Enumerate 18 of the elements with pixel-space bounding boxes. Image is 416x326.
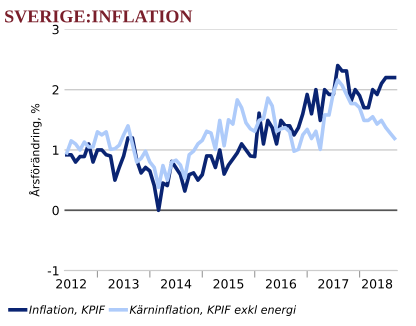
y-axis-title: Årsförändring, % <box>28 104 42 197</box>
chart-title: SVERIGE:INFLATION <box>5 10 192 23</box>
legend-label: Inflation, KPIF <box>29 305 106 315</box>
y-tick-label: -1 <box>48 266 58 276</box>
x-tick-label: 2016 <box>266 279 296 289</box>
y-tick-label: 1 <box>53 146 58 155</box>
y-tick-label: 2 <box>52 85 58 94</box>
line-series <box>65 64 396 212</box>
x-tick-label: 2015 <box>214 279 244 289</box>
x-tick-label: 2018 <box>362 279 392 289</box>
x-tick-label: 2012 <box>56 279 86 289</box>
x-tick-label: 2014 <box>161 279 192 289</box>
line-series <box>65 78 396 190</box>
y-tick-label: 3 <box>52 24 59 34</box>
y-tick-label: 0 <box>52 206 59 216</box>
x-tick-label: 2017 <box>318 279 348 289</box>
x-tick-label: 2013 <box>108 279 139 289</box>
legend-label: Kärninflation, KPIF exkl energi <box>130 305 296 316</box>
